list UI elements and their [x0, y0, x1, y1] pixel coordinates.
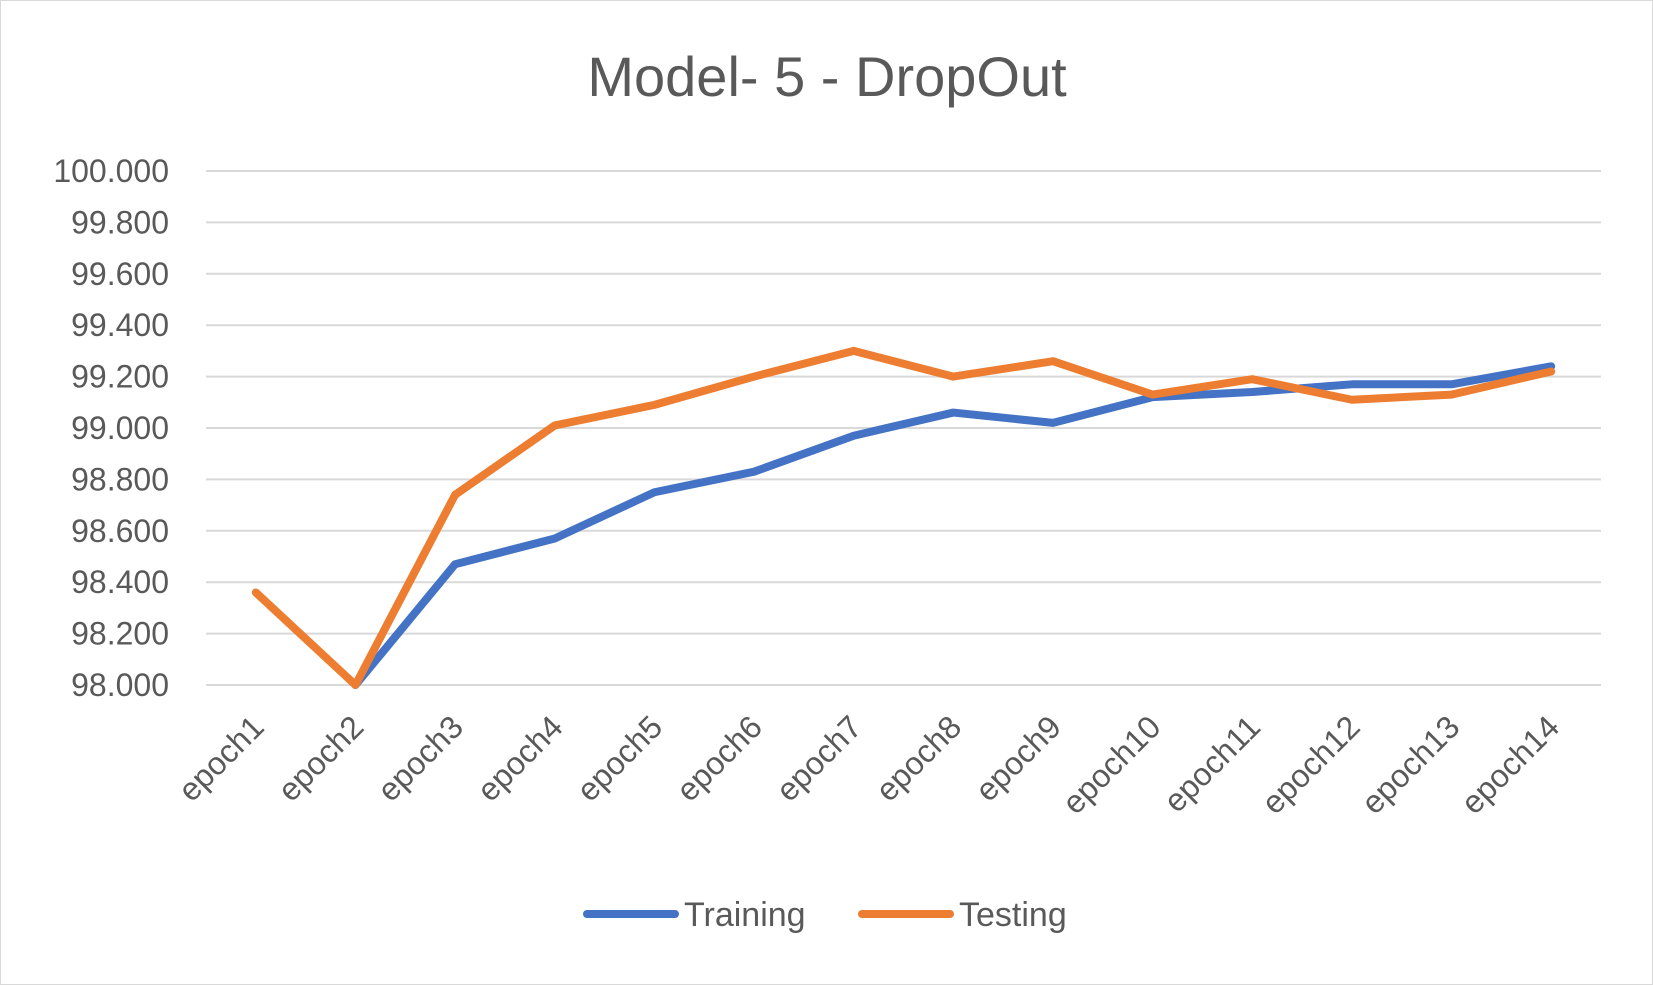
- data-point-testing: [1248, 375, 1256, 383]
- y-tick-label: 99.600: [71, 256, 169, 292]
- series-line-testing: [251, 346, 1556, 689]
- x-tick-label: epoch9: [968, 708, 1068, 808]
- x-tick-label: epoch4: [470, 708, 570, 808]
- data-point-testing: [451, 491, 459, 499]
- data-point-testing: [1348, 396, 1356, 404]
- data-point-testing: [551, 421, 559, 429]
- x-tick-label: epoch6: [669, 708, 769, 808]
- data-point-testing: [1448, 391, 1456, 399]
- data-point-training: [850, 432, 858, 440]
- data-point-training: [750, 468, 758, 476]
- x-tick-label: epoch7: [769, 708, 869, 808]
- data-point-testing: [252, 588, 260, 596]
- legend-label-training: Training: [684, 896, 806, 934]
- data-point-testing: [650, 401, 658, 409]
- y-axis-ticks: 98.000 98.200 98.400 98.600 98.800 99.000 99.2…: [53, 153, 169, 703]
- y-tick-label: 98.200: [71, 616, 169, 652]
- data-point-training: [1049, 419, 1057, 427]
- x-tick-label: epoch8: [869, 708, 969, 808]
- y-tick-label: 98.800: [71, 461, 169, 497]
- data-point-testing: [351, 681, 359, 689]
- series-lines: [251, 346, 1556, 689]
- data-point-training: [949, 409, 957, 417]
- y-tick-label: 98.400: [71, 564, 169, 600]
- y-tick-label: 98.600: [71, 513, 169, 549]
- data-point-testing: [949, 373, 957, 381]
- x-tick-label: epoch11: [1157, 708, 1268, 819]
- data-point-training: [1248, 388, 1256, 396]
- data-point-testing: [1149, 391, 1157, 399]
- x-tick-label: epoch10: [1055, 708, 1167, 820]
- y-tick-label: 99.200: [71, 359, 169, 395]
- x-axis-ticks: epoch1 epoch2 epoch3 epoch4 epoch5 epoch6 epoc…: [171, 708, 1566, 820]
- data-point-training: [1448, 380, 1456, 388]
- data-point-testing: [1049, 357, 1057, 365]
- data-point-training: [650, 488, 658, 496]
- data-point-training: [551, 535, 559, 543]
- data-point-testing: [750, 373, 758, 381]
- x-tick-label: epoch2: [271, 708, 371, 808]
- series-line-training: [351, 362, 1556, 689]
- x-tick-label: epoch14: [1454, 708, 1566, 820]
- y-tick-label: 98.000: [71, 667, 169, 703]
- x-tick-label: epoch5: [570, 708, 670, 808]
- x-tick-label: epoch3: [370, 708, 470, 808]
- data-point-training: [451, 560, 459, 568]
- chart-title: Model- 5 - DropOut: [587, 45, 1067, 108]
- y-tick-label: 99.800: [71, 204, 169, 240]
- data-point-testing: [1547, 367, 1555, 375]
- x-tick-label: epoch13: [1354, 708, 1466, 820]
- legend-label-testing: Testing: [959, 896, 1067, 934]
- y-tick-label: 99.000: [71, 410, 169, 446]
- x-tick-label: epoch1: [171, 708, 271, 808]
- data-point-training: [1348, 380, 1356, 388]
- y-tick-label: 100.000: [53, 153, 169, 189]
- data-point-testing: [850, 347, 858, 355]
- x-tick-label: epoch12: [1255, 708, 1367, 820]
- legend: Training Testing: [583, 896, 1067, 934]
- y-tick-label: 99.400: [71, 307, 169, 343]
